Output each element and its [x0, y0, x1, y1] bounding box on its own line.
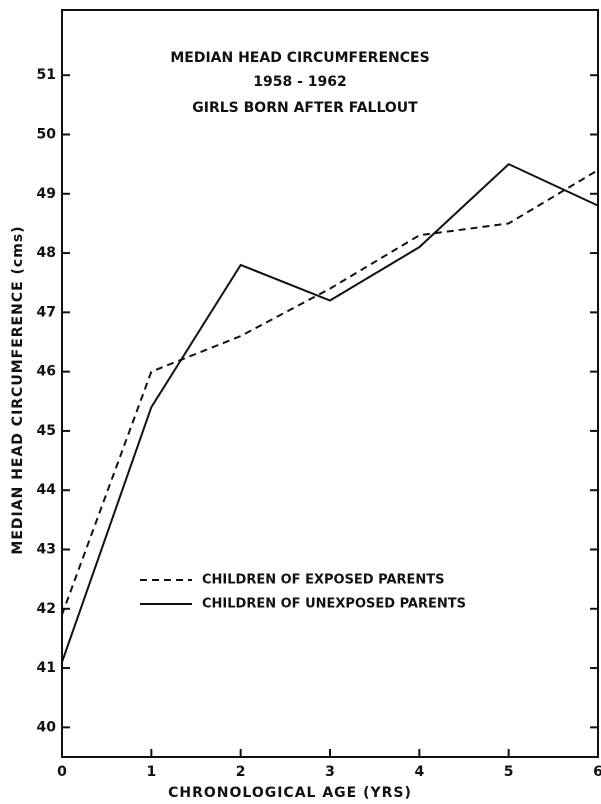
- x-tick-label: 2: [236, 764, 246, 780]
- y-tick-label: 45: [37, 423, 56, 439]
- y-tick-label: 44: [37, 482, 57, 498]
- y-tick-label: 47: [37, 304, 56, 320]
- y-tick-label: 49: [37, 186, 56, 202]
- legend-label: CHILDREN OF EXPOSED PARENTS: [202, 573, 445, 588]
- y-tick-label: 41: [37, 660, 56, 676]
- x-tick-label: 0: [57, 764, 67, 780]
- x-tick-label: 5: [504, 764, 514, 780]
- x-axis-label: CHRONOLOGICAL AGE (YRS): [168, 785, 412, 801]
- y-tick-label: 42: [37, 601, 56, 617]
- y-tick-label: 50: [37, 127, 57, 143]
- chart-title: GIRLS BORN AFTER FALLOUT: [192, 100, 418, 116]
- y-axis-label: MEDIAN HEAD CIRCUMFERENCE (cms): [10, 225, 26, 554]
- chart-title: MEDIAN HEAD CIRCUMFERENCES: [170, 50, 429, 66]
- x-tick-label: 6: [593, 764, 601, 780]
- y-tick-label: 46: [37, 364, 56, 380]
- chart-title: 1958 - 1962: [253, 74, 347, 90]
- x-tick-label: 1: [146, 764, 156, 780]
- series-line: [61, 169, 599, 616]
- y-tick-label: 51: [37, 67, 56, 83]
- y-tick-label: 48: [37, 245, 56, 261]
- series-line: [61, 162, 599, 663]
- plot-frame: [61, 9, 599, 758]
- legend-label: CHILDREN OF UNEXPOSED PARENTS: [202, 597, 466, 612]
- x-tick-label: 3: [325, 764, 335, 780]
- y-tick-label: 40: [37, 719, 57, 735]
- x-tick-label: 4: [414, 764, 424, 780]
- y-tick-label: 43: [37, 542, 56, 558]
